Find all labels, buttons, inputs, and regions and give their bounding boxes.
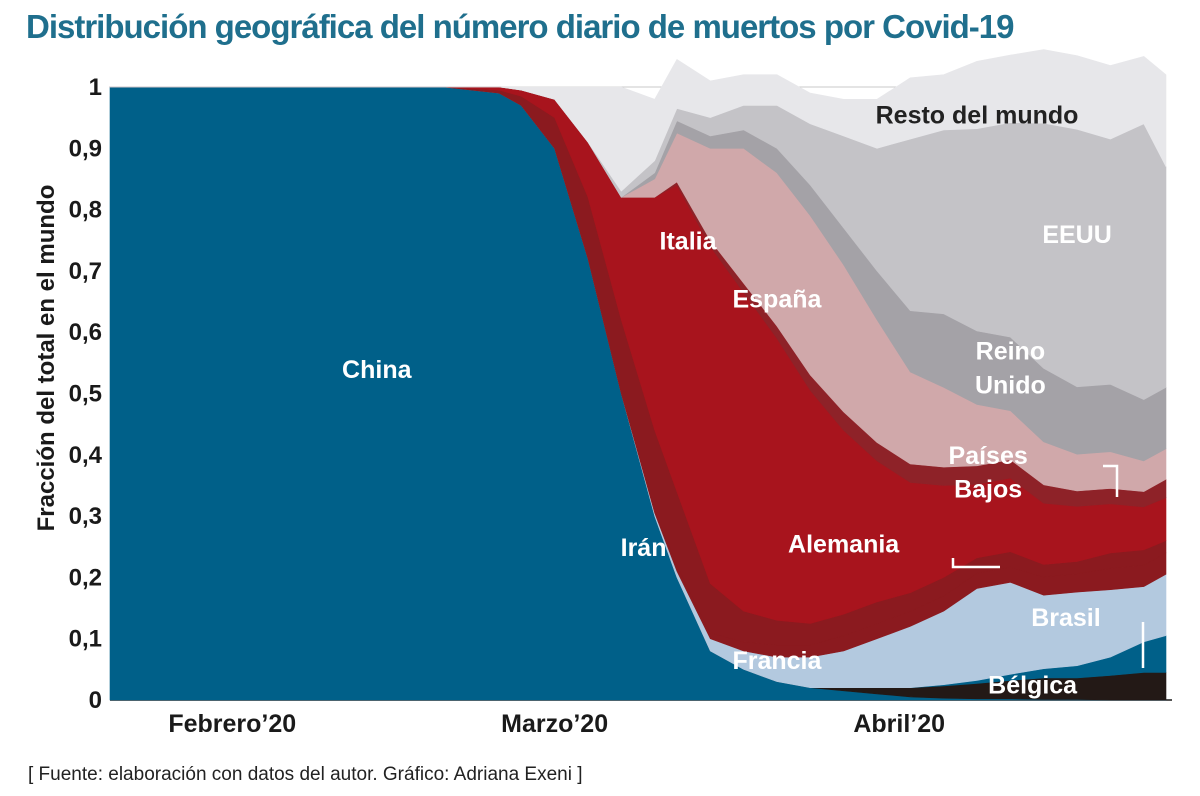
label-eeuu: EEUU xyxy=(1042,221,1111,249)
leader-lines xyxy=(951,464,1145,668)
areas xyxy=(109,49,1167,701)
x-tick-label: Febrero’20 xyxy=(168,710,296,738)
label-italia: Italia xyxy=(660,227,718,255)
y-tick-label: 0,8 xyxy=(69,197,102,224)
y-tick-label: 0 xyxy=(89,687,102,714)
y-tick-label: 0,1 xyxy=(69,626,102,653)
label-alemania: Alemania xyxy=(788,531,900,559)
label-reino: Reino xyxy=(976,338,1045,366)
x-tick-label: Marzo’20 xyxy=(501,710,608,738)
label-brasil: Brasil xyxy=(1031,604,1100,632)
label-belgica: Bélgica xyxy=(988,672,1078,700)
label-paises: Países xyxy=(949,442,1028,470)
y-tick-label: 0,7 xyxy=(69,258,102,285)
source-note: [ Fuente: elaboración con datos del auto… xyxy=(28,764,583,785)
x-tick-label: Abril’20 xyxy=(853,710,945,738)
y-tick-label: 0,5 xyxy=(69,381,102,408)
label-francia: Francia xyxy=(732,647,822,675)
y-axis-label: Fracción del total en el mundo xyxy=(33,185,60,532)
label-espana: España xyxy=(732,285,822,313)
leader-alemania xyxy=(951,558,1000,569)
y-tick-label: 0,2 xyxy=(69,564,102,591)
chart-title: Distribución geográfica del número diari… xyxy=(26,8,1015,45)
y-tick-label: 0,9 xyxy=(69,135,102,162)
label-unido: Unido xyxy=(975,371,1046,399)
y-tick-label: 0,4 xyxy=(69,442,103,469)
x-axis: Febrero’20 Marzo’20 Abril’20 xyxy=(168,710,945,738)
label-bajos: Bajos xyxy=(954,476,1022,504)
y-tick-label: 0,3 xyxy=(69,503,102,530)
label-china: China xyxy=(342,356,413,384)
label-iran: Irán xyxy=(621,534,667,562)
area-labels: China Italia España Irán Francia Alemania Bélg… xyxy=(342,102,1112,700)
y-tick-label: 1 xyxy=(89,74,102,101)
area-resto-del-mundo xyxy=(109,49,1167,192)
leader-paises-bajos xyxy=(1103,464,1119,497)
label-resto-del-mundo: Resto del mundo xyxy=(876,102,1079,130)
y-tick-label: 0,6 xyxy=(69,319,102,346)
y-axis: 0 0,1 0,2 0,3 0,4 0,5 0,6 0,7 0,8 0,9 1 xyxy=(69,74,103,714)
